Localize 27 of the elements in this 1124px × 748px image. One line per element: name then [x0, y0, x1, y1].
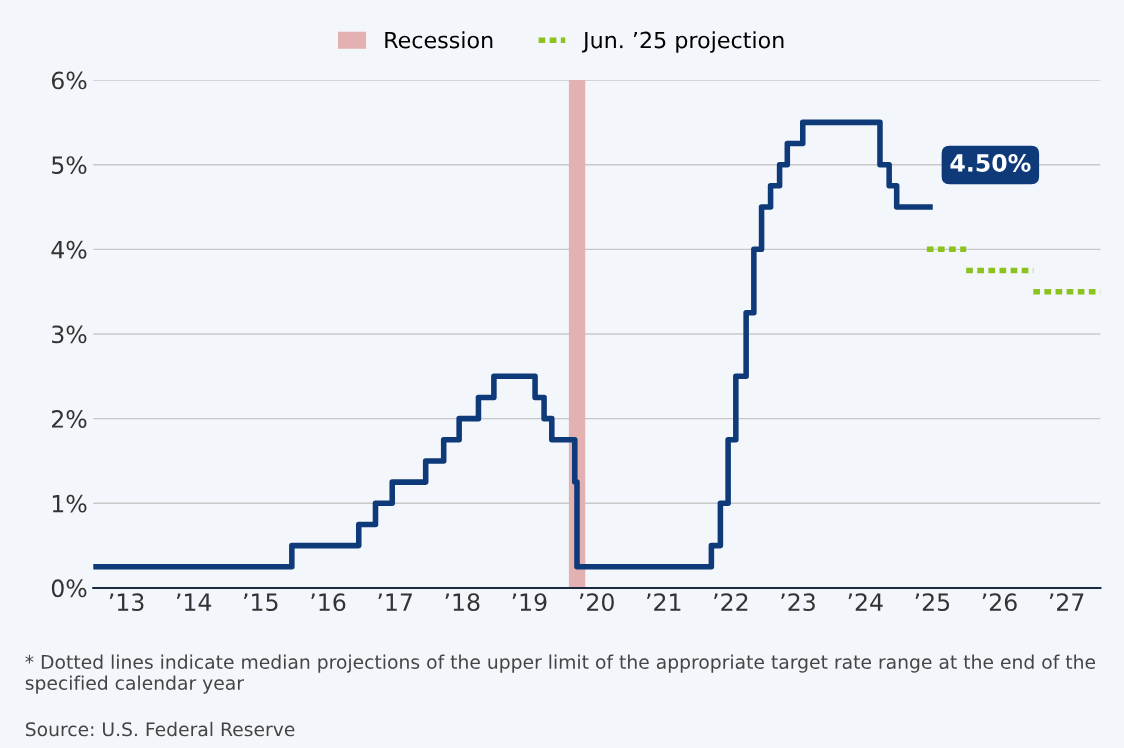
annotation: 4.50% [950, 154, 1031, 172]
y-tick-label: 2% [52, 410, 87, 428]
y-tick-label: 0% [51, 579, 87, 598]
y-tick-label: 1% [52, 494, 87, 513]
source-note: Source: U.S. Federal Reserve [25, 721, 295, 737]
legend-label: Jun. ’25 projection [581, 31, 784, 53]
y-tick-label: 5% [52, 156, 87, 174]
y-tick-label: 6% [51, 71, 87, 90]
x-tick-label: ’27 [1049, 593, 1084, 611]
x-tick-label: ’18 [445, 593, 480, 612]
x-tick-label: ’26 [982, 593, 1017, 612]
x-tick-label: ’16 [311, 593, 346, 612]
x-tick-label: ’17 [378, 593, 412, 611]
y-tick-label: 3% [52, 325, 87, 344]
x-tick-label: ’24 [848, 593, 883, 611]
x-tick-label: ’25 [915, 593, 950, 612]
x-tick-label: ’19 [512, 593, 547, 612]
x-tick-label: ’20 [579, 593, 614, 612]
text: * Dotted lines indicate median projections of the upper limit of the appropriate target rate range at the end of the specified calendar year [25, 654, 1096, 694]
x-tick-label: ’23 [781, 593, 815, 612]
x-tick-label: ’21 [647, 593, 681, 611]
x-tick-label: ’22 [714, 593, 748, 611]
legend-label: Recession [385, 31, 493, 49]
x-tick-label: ’15 [244, 593, 278, 612]
x-tick-label: ’13 [109, 593, 144, 612]
x-tick-label: ’14 [176, 593, 212, 611]
y-tick-label: 4% [51, 240, 87, 259]
